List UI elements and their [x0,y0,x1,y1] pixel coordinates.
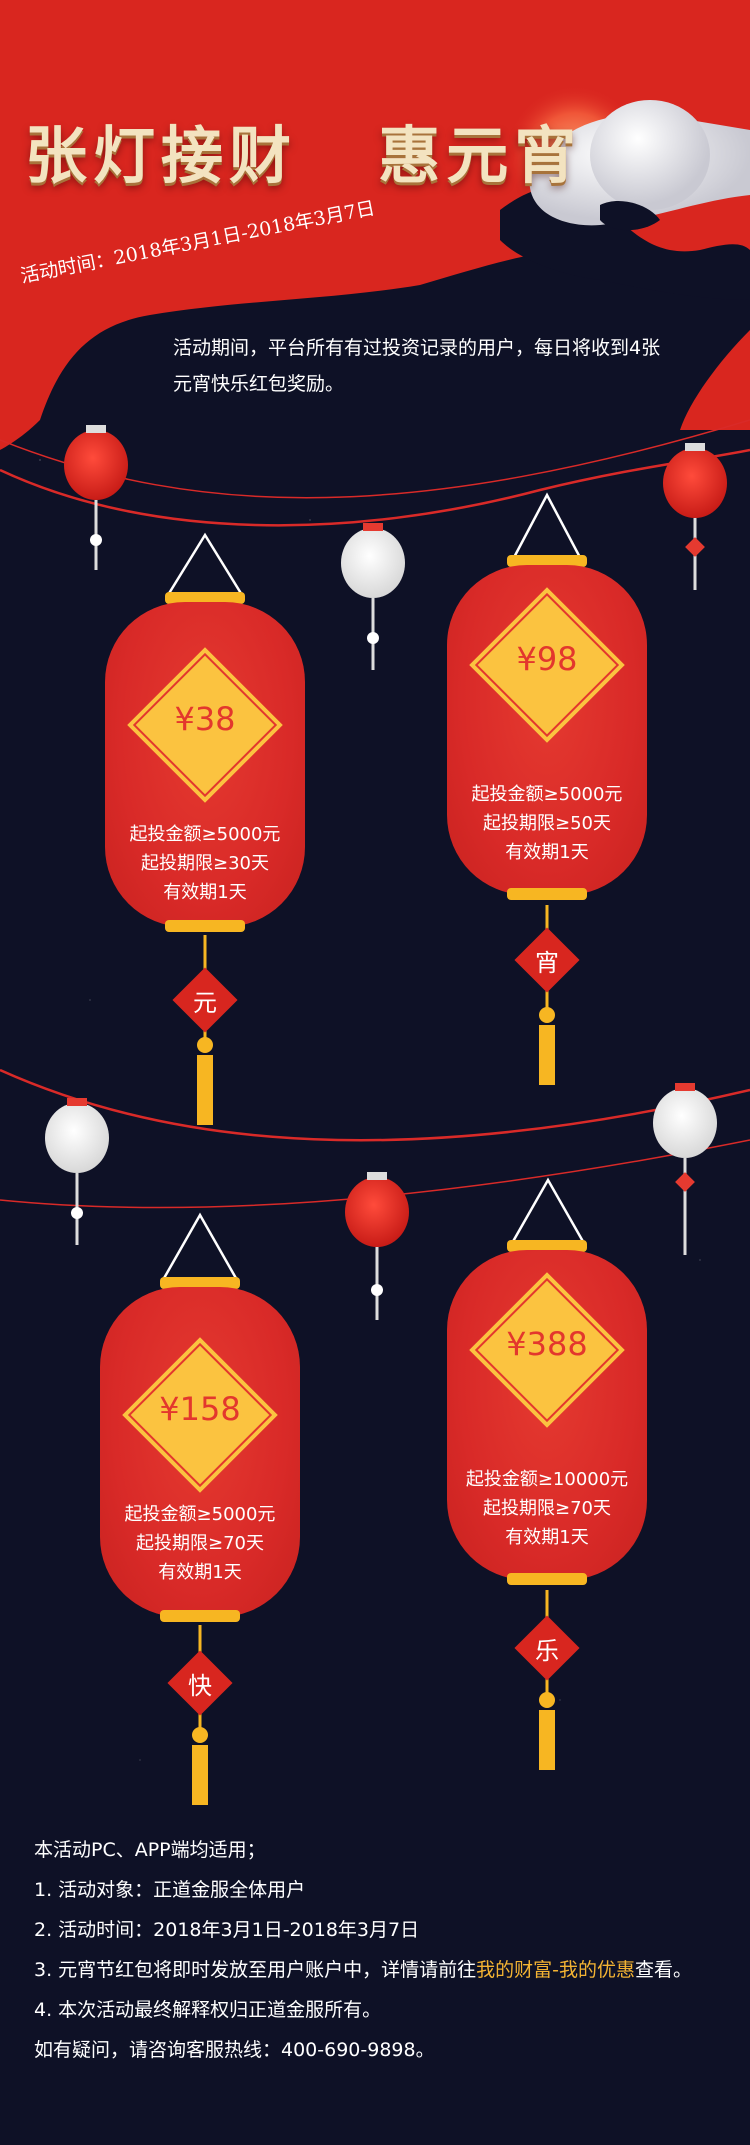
coupon-terms: 起投金额≥5000元 起投期限≥30天 有效期1天 [105,820,305,907]
lantern-top-cap [507,555,587,567]
min-amount: 起投金额≥5000元 [471,784,623,805]
coupon-amount: ¥38 [174,700,236,738]
lantern-top-cap [165,592,245,604]
lantern-bottom-cap [507,888,587,900]
my-wealth-coupons-link[interactable]: 我的财富-我的优惠 [476,1959,636,1981]
page-title: 张灯接财 惠元宵 [25,105,582,195]
min-term: 起投期限≥70天 [483,1498,611,1519]
title-part-2: 惠元宵 [378,119,583,192]
lantern-bottom-cap [507,1573,587,1585]
min-term: 起投期限≥50天 [483,813,611,834]
lantern-top-cap [160,1277,240,1289]
title-part-1: 张灯接财 [25,119,298,192]
validity: 有效期1天 [158,1562,242,1583]
coupon-terms: 起投金额≥5000元 起投期限≥50天 有效期1天 [447,780,647,867]
min-amount: 起投金额≥5000元 [129,824,281,845]
coupon-amount: ¥388 [506,1325,588,1363]
lantern-top-cap [507,1240,587,1252]
min-amount: 起投金额≥10000元 [465,1469,629,1490]
intro-text: 活动期间，平台所有有过投资记录的用户，每日将收到4张元宵快乐红包奖励。 [173,337,661,395]
tag-kuai: 快 [188,1672,212,1700]
rule-item-3-text: 3. 元宵节红包将即时发放至用户账户中，详情请前往 [34,1959,477,1981]
tag-yuan: 元 [193,989,217,1017]
rule-item-4: 4. 本次活动最终解释权归正道金服所有。 [34,1999,382,2021]
coupon-amount: ¥158 [159,1390,241,1428]
rules-section: 本活动PC、APP端均适用； 1. 活动对象：正道金服全体用户 2. 活动时间：… [34,1830,734,2070]
lantern-bottom-cap [160,1610,240,1622]
validity: 有效期1天 [505,1527,589,1548]
lantern-bottom-cap [165,920,245,932]
tag-xiao: 宵 [535,949,559,977]
coupon-terms: 起投金额≥10000元 起投期限≥70天 有效期1天 [447,1465,647,1552]
min-amount: 起投金额≥5000元 [124,1504,276,1525]
rules-header: 本活动PC、APP端均适用； [34,1839,266,1861]
validity: 有效期1天 [163,882,247,903]
rule-item-3-suffix: 查看。 [635,1959,693,1981]
validity: 有效期1天 [505,842,589,863]
rule-item-2: 2. 活动时间：2018年3月1日-2018年3月7日 [34,1919,420,1941]
coupon-amount: ¥98 [516,640,578,678]
min-term: 起投期限≥30天 [141,853,269,874]
contact-hotline: 如有疑问，请咨询客服热线：400-690-9898。 [34,2039,435,2061]
tag-le: 乐 [535,1637,559,1665]
min-term: 起投期限≥70天 [136,1533,264,1554]
rule-item-3: 3. 元宵节红包将即时发放至用户账户中，详情请前往我的财富-我的优惠查看。 [34,1950,734,1990]
coupon-terms: 起投金额≥5000元 起投期限≥70天 有效期1天 [100,1500,300,1587]
rule-item-1: 1. 活动对象：正道金服全体用户 [34,1879,306,1901]
